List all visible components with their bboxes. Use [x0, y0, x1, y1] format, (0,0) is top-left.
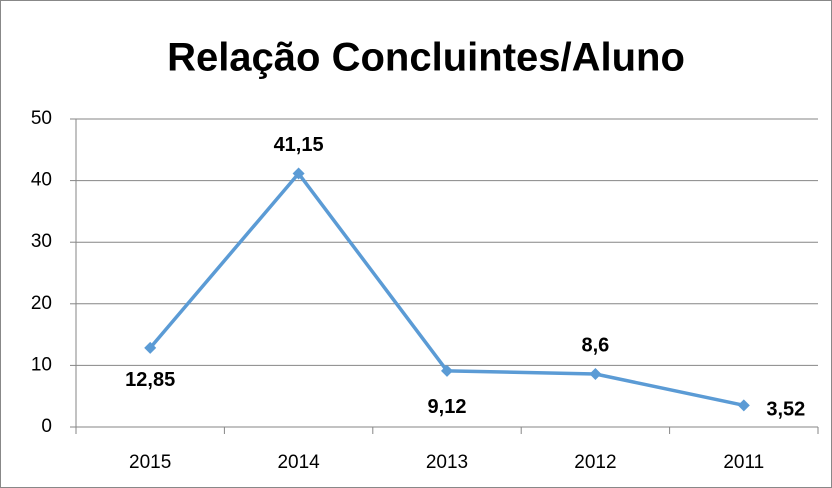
y-tick-label: 50	[31, 108, 52, 129]
data-label: 12,85	[125, 369, 175, 391]
point-marker	[589, 368, 602, 381]
y-tick-label: 40	[31, 170, 52, 191]
data-label: 8,6	[581, 334, 609, 356]
x-tick-label: 2014	[277, 452, 320, 473]
point-marker	[144, 341, 157, 354]
data-label: 9,12	[428, 396, 467, 418]
x-tick-label: 2011	[723, 452, 764, 473]
x-tick-label: 2012	[574, 452, 616, 473]
point-marker	[737, 399, 750, 412]
y-tick-label: 10	[31, 354, 52, 375]
chart-title: Relação Concluintes/Aluno	[167, 36, 685, 80]
y-tick-label: 0	[41, 416, 52, 437]
y-tick-label: 20	[31, 293, 52, 314]
data-label: 41,15	[274, 134, 324, 156]
y-tick-label: 30	[31, 231, 52, 252]
data-label: 3,52	[766, 399, 805, 421]
point-marker	[441, 364, 453, 377]
point-marker	[292, 167, 305, 180]
x-tick-label: 2013	[426, 452, 468, 473]
x-tick-label: 2015	[129, 452, 171, 473]
